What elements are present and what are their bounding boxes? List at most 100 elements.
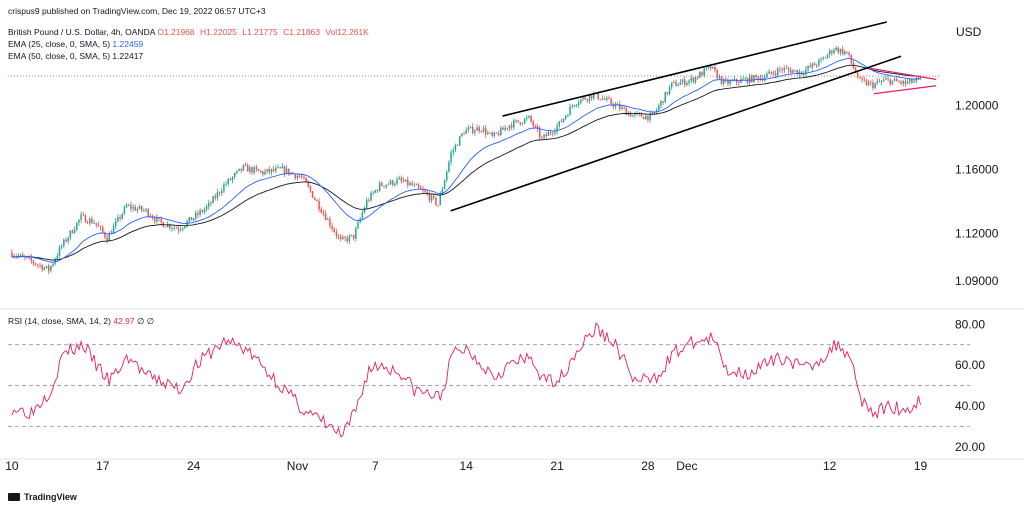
rsi-legend[interactable]: RSI (14, close, SMA, 14, 2) 42.97 ∅ ∅ — [8, 316, 154, 327]
candle-body — [309, 186, 312, 192]
candle-body — [625, 108, 628, 116]
price-pane — [8, 21, 940, 275]
candle-body — [314, 197, 316, 200]
candle-body — [409, 183, 411, 186]
candle-body — [173, 227, 175, 229]
candle-body — [374, 190, 377, 193]
candle-body — [712, 66, 714, 69]
candle-body — [335, 231, 338, 236]
candle-body — [699, 72, 701, 78]
candle-body — [474, 130, 476, 133]
candle-body — [385, 184, 387, 187]
candle-body — [740, 79, 742, 83]
candle-body — [112, 226, 115, 234]
grid-layer — [0, 308, 1024, 460]
candle-body — [731, 80, 734, 82]
candle-body — [153, 218, 156, 222]
candle-body — [729, 80, 731, 84]
ema25-legend[interactable]: EMA (25, close, 0, SMA, 5) 1.22459 — [8, 39, 143, 49]
candle-body — [517, 120, 519, 123]
candle-body — [469, 126, 472, 129]
candle-body — [205, 206, 208, 210]
candle-body — [870, 82, 872, 83]
candle-body — [848, 52, 850, 55]
candle-body — [445, 171, 448, 181]
candle-body — [610, 98, 612, 104]
candle-body — [333, 228, 336, 232]
candle-body — [471, 126, 474, 133]
candle-body — [97, 224, 100, 227]
candle-body — [621, 107, 623, 109]
candle-body — [688, 80, 690, 84]
candle-body — [246, 165, 249, 172]
candle-body — [675, 81, 677, 87]
candle-body — [422, 189, 424, 191]
candle-body — [437, 204, 439, 206]
candle-body — [521, 123, 524, 125]
candle-body — [515, 120, 517, 122]
candle-body — [255, 167, 258, 170]
candle-body — [443, 180, 446, 189]
candle-body — [132, 206, 134, 209]
candle-body — [601, 98, 604, 100]
candle-body — [45, 265, 48, 268]
candle-body — [895, 78, 898, 82]
candle-body — [398, 178, 400, 180]
candle-body — [199, 210, 201, 215]
candle-body — [456, 145, 459, 146]
tradingview-logo[interactable]: TradingView — [8, 492, 77, 502]
candle-body — [106, 237, 108, 242]
candle-body — [179, 229, 182, 231]
candle-body — [495, 132, 498, 134]
candle-body — [145, 209, 147, 211]
candle-body — [783, 67, 785, 71]
candle-body — [164, 226, 167, 228]
rsi-tick-label: 40.00 — [955, 399, 985, 413]
tradingview-wordmark: TradingView — [24, 492, 77, 502]
candle-body — [84, 215, 87, 223]
candle-body — [681, 79, 684, 83]
candle-body — [857, 73, 859, 78]
candle-body — [169, 224, 171, 229]
candle-body — [859, 77, 861, 79]
candle-body — [662, 101, 664, 103]
candle-body — [751, 75, 753, 83]
candle-body — [567, 115, 569, 117]
candle-body — [714, 66, 716, 71]
rsi-label: RSI (14, close, SMA, 14, 2) — [8, 316, 111, 326]
candle-body — [324, 213, 327, 220]
candle-body — [837, 47, 840, 53]
candle-body — [140, 206, 143, 211]
candle-body — [874, 83, 876, 89]
candle-body — [820, 58, 822, 60]
ema25-label: EMA (25, close, 0, SMA, 5) — [8, 39, 111, 49]
candle-body — [117, 217, 119, 222]
candle-body — [506, 127, 509, 129]
time-tick-label: 14 — [460, 459, 474, 473]
ema50-legend[interactable]: EMA (50, close, 0, SMA, 5) 1.22417 — [8, 51, 143, 61]
candle-body — [770, 71, 773, 74]
candle-body — [742, 78, 744, 80]
candle-body — [774, 73, 777, 76]
candle-body — [757, 77, 760, 81]
candle-body — [342, 237, 344, 239]
candle-body — [725, 80, 727, 81]
candle-body — [78, 219, 80, 223]
candle-body — [534, 126, 537, 127]
candle-body — [329, 218, 331, 226]
candle-body — [482, 128, 485, 132]
candle-body — [677, 84, 679, 87]
ohlc-values: O1.21968 H1.22025 L1.21775 C1.21863 Vol1… — [157, 27, 372, 37]
candle-body — [138, 206, 141, 209]
time-tick-label: Nov — [287, 459, 308, 473]
candle-body — [407, 179, 409, 186]
candle-body — [547, 132, 550, 136]
candle-body — [629, 112, 632, 117]
candle-body — [281, 166, 284, 169]
candle-body — [532, 121, 535, 127]
candle-body — [182, 228, 184, 230]
candle-body — [660, 101, 662, 106]
candle-body — [798, 71, 801, 75]
candle-body — [543, 134, 545, 138]
candle-body — [348, 235, 351, 242]
